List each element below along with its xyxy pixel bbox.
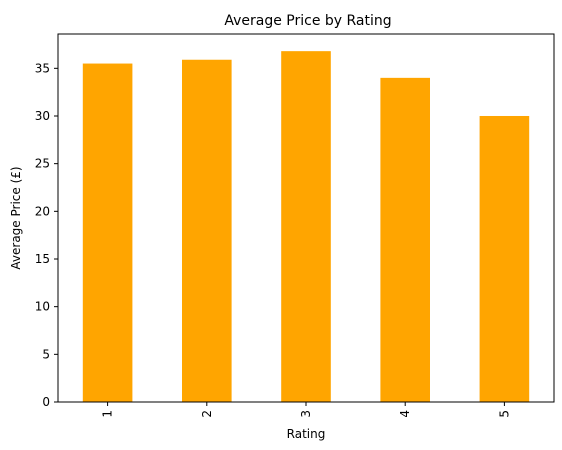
y-axis: 0 5 10 15 20 25 30 35	[35, 61, 58, 409]
bars-group	[82, 51, 530, 403]
bar-rating-2	[182, 59, 232, 403]
bar-rating-3	[281, 51, 331, 402]
y-tick-label: 25	[35, 157, 50, 171]
bar-rating-1	[82, 63, 133, 403]
y-tick-label: 5	[42, 347, 50, 361]
bar-rating-5	[479, 115, 530, 403]
y-tick-label: 20	[35, 204, 50, 218]
x-tick-label: 4	[398, 410, 412, 418]
chart-title: Average Price by Rating	[224, 13, 391, 29]
bar-rating-4	[380, 77, 430, 402]
x-tick-label: 1	[101, 410, 115, 418]
y-tick-label: 10	[35, 300, 50, 314]
y-tick-label: 35	[35, 61, 50, 75]
x-tick-label: 3	[299, 410, 313, 418]
y-tick-label: 0	[42, 395, 50, 409]
plot-frame	[57, 33, 555, 403]
y-tick-label: 15	[35, 252, 50, 266]
x-tick-label: 2	[200, 410, 214, 418]
x-axis-label: Rating	[287, 427, 326, 441]
x-tick-label: 5	[497, 410, 511, 418]
y-tick-label: 30	[35, 109, 50, 123]
y-axis-label: Average Price (£)	[9, 166, 23, 269]
x-axis: 1 2 3 4 5	[101, 402, 511, 418]
